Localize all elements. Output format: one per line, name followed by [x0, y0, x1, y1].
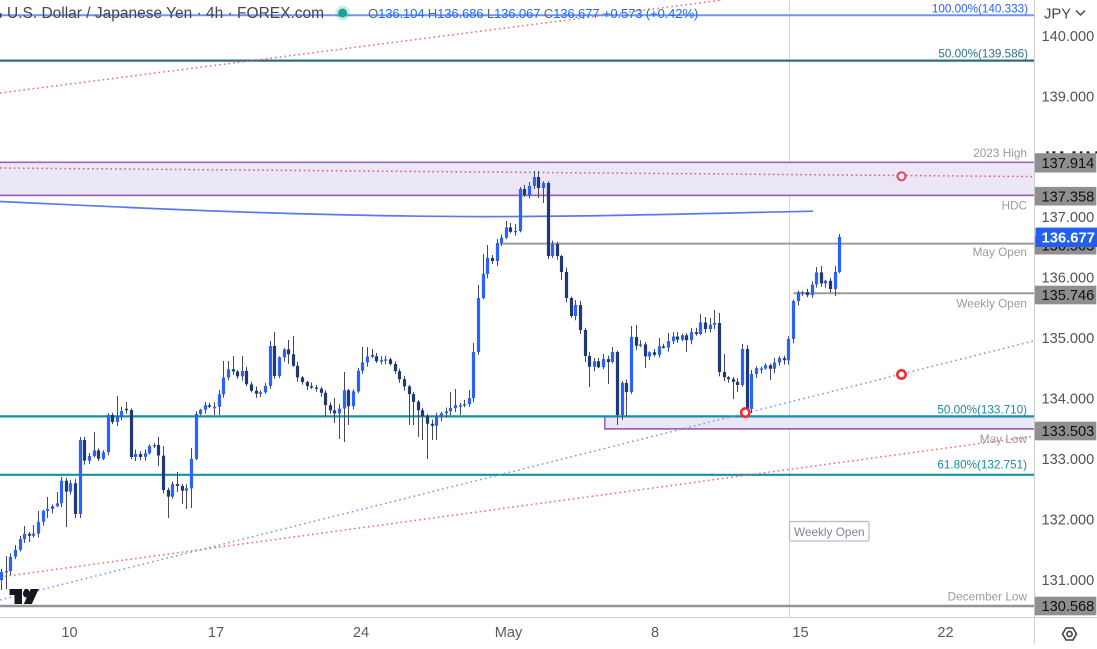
svg-text:136.000: 136.000 [1042, 271, 1095, 287]
svg-text:50.00%(139.586): 50.00%(139.586) [938, 48, 1028, 61]
svg-text:10: 10 [61, 625, 77, 641]
svg-text:140.000: 140.000 [1042, 29, 1095, 45]
svg-text:8: 8 [651, 625, 659, 641]
svg-text:50.00%(133.710): 50.00%(133.710) [937, 404, 1027, 417]
svg-text:137.914: 137.914 [1042, 156, 1095, 172]
svg-text:May: May [495, 625, 523, 641]
svg-text:Weekly Open: Weekly Open [794, 525, 865, 539]
svg-text:137.000: 137.000 [1042, 210, 1095, 226]
svg-text:U.S. Dollar / Japanese Yen · 4: U.S. Dollar / Japanese Yen · 4h · FOREX.… [7, 5, 324, 22]
svg-text:Weekly Open: Weekly Open [956, 296, 1027, 310]
svg-text:100.00%(140.333): 100.00%(140.333) [932, 3, 1028, 16]
svg-text:17: 17 [208, 625, 224, 641]
svg-text:135.000: 135.000 [1042, 331, 1095, 347]
svg-text:15: 15 [792, 625, 808, 641]
svg-text:May Low: May Low [980, 432, 1028, 446]
svg-text:130.568: 130.568 [1042, 599, 1095, 615]
svg-text:HDC: HDC [1001, 199, 1027, 213]
svg-text:O136.104 H136.686 L136.067 C13: O136.104 H136.686 L136.067 C136.677 +0.5… [368, 6, 698, 21]
svg-text:133.503: 133.503 [1042, 424, 1095, 440]
svg-text:133.000: 133.000 [1042, 452, 1095, 468]
svg-text:JPY: JPY [1044, 7, 1071, 23]
svg-text:61.80%(132.751): 61.80%(132.751) [937, 459, 1027, 472]
svg-text:131.000: 131.000 [1042, 573, 1095, 589]
svg-text:134.000: 134.000 [1042, 392, 1095, 408]
svg-text:2023 High: 2023 High [973, 146, 1027, 160]
svg-text:135.746: 135.746 [1042, 288, 1095, 304]
svg-text:137.358: 137.358 [1042, 189, 1095, 205]
svg-text:136.677: 136.677 [1042, 231, 1096, 247]
svg-text:22: 22 [937, 625, 953, 641]
svg-text:139.000: 139.000 [1042, 90, 1095, 106]
svg-text:132.000: 132.000 [1042, 513, 1095, 529]
svg-text:December Low: December Low [948, 590, 1028, 604]
svg-text:24: 24 [353, 625, 369, 641]
svg-text:May Open: May Open [973, 245, 1027, 259]
